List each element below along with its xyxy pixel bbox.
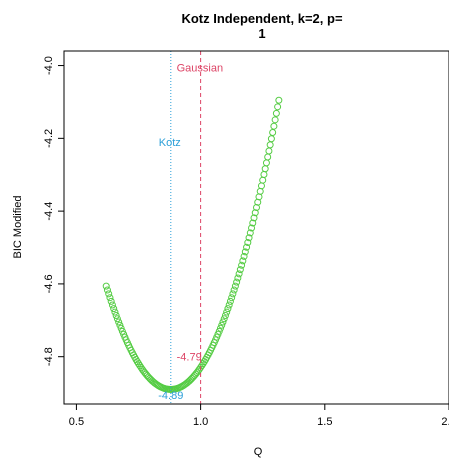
x-axis-label: Q bbox=[254, 446, 263, 458]
annotation-2: -4.89 bbox=[158, 390, 183, 402]
chart-title-line-2: 1 bbox=[258, 26, 265, 41]
x-axis: 0.5 1.0 1.5 2.0 bbox=[69, 403, 449, 428]
curve-point bbox=[260, 171, 268, 178]
curve-point bbox=[113, 315, 121, 323]
curve-point bbox=[111, 308, 119, 316]
curve-point bbox=[112, 311, 120, 319]
curve-point bbox=[272, 109, 280, 117]
curve-point bbox=[244, 239, 252, 247]
reference-lines bbox=[170, 51, 202, 404]
curve-point bbox=[267, 135, 275, 143]
x-tick-label: 1.5 bbox=[317, 416, 332, 428]
x-tick-label: 1.0 bbox=[193, 416, 208, 428]
plot-area: Kotz Gaussian -4.89 -4.79 bbox=[63, 50, 449, 405]
y-axis-label: BIC Modified bbox=[12, 196, 24, 259]
curve-point bbox=[248, 224, 256, 232]
curve-point bbox=[231, 282, 239, 290]
curve-point bbox=[233, 278, 241, 286]
curve-points bbox=[102, 96, 283, 393]
curve-point bbox=[243, 243, 251, 251]
curve-point bbox=[221, 311, 229, 319]
curve-point bbox=[261, 165, 269, 173]
curve-point bbox=[238, 261, 246, 269]
curve-point bbox=[246, 229, 254, 237]
curve-point bbox=[106, 294, 114, 302]
curve-point bbox=[110, 305, 118, 313]
chart-title-line-1: Kotz Independent, k=2, p= bbox=[181, 11, 342, 26]
x-tick-label: 2.0 bbox=[441, 416, 449, 428]
curve-point bbox=[229, 290, 237, 298]
annotation-1: Gaussian bbox=[177, 62, 223, 74]
curve-point bbox=[264, 153, 272, 161]
curve-point bbox=[265, 147, 273, 155]
curve-point bbox=[224, 305, 232, 313]
curve-point bbox=[102, 282, 110, 290]
annotation-0: Kotz bbox=[159, 137, 181, 149]
curve-point bbox=[228, 294, 236, 302]
plot-frame bbox=[63, 50, 449, 405]
curve-point bbox=[241, 248, 249, 256]
curve-point bbox=[225, 301, 233, 309]
annotations: Kotz Gaussian -4.89 -4.79 bbox=[158, 62, 223, 402]
curve-point bbox=[262, 159, 270, 167]
curve-point bbox=[250, 214, 258, 222]
y-axis: -4.0 -4.2 -4.4 -4.6 -4.8 bbox=[43, 56, 65, 366]
curve-point bbox=[230, 286, 238, 294]
curve-point bbox=[275, 96, 283, 104]
curve-point bbox=[274, 103, 282, 111]
curve-point bbox=[236, 266, 244, 274]
y-tick-label: -4.2 bbox=[43, 129, 55, 148]
curve-point bbox=[116, 321, 124, 329]
curve-point bbox=[103, 286, 111, 294]
curve-point bbox=[257, 182, 265, 190]
y-tick-label: -4.6 bbox=[43, 274, 55, 293]
curve-point bbox=[219, 318, 227, 326]
curve-point bbox=[269, 129, 277, 137]
curve-point bbox=[234, 274, 242, 282]
curve-point bbox=[223, 308, 231, 316]
curve-point bbox=[218, 321, 226, 329]
curve-point bbox=[251, 209, 259, 217]
y-tick-label: -4.8 bbox=[43, 347, 55, 366]
y-tick-label: -4.0 bbox=[43, 56, 55, 75]
curve-point bbox=[245, 234, 253, 242]
x-tick-label: 0.5 bbox=[69, 416, 84, 428]
curve-point bbox=[239, 257, 247, 265]
curve-point bbox=[216, 324, 224, 332]
curve-point bbox=[235, 270, 243, 278]
curve-point bbox=[115, 318, 123, 326]
curve-point bbox=[240, 252, 248, 260]
curve-point bbox=[270, 122, 278, 130]
curve-point bbox=[256, 187, 264, 195]
curve-point bbox=[108, 301, 116, 309]
curve-point bbox=[105, 290, 113, 298]
curve-point bbox=[266, 141, 274, 149]
curve-point bbox=[249, 219, 257, 227]
y-tick-label: -4.4 bbox=[43, 202, 55, 221]
curve-point bbox=[226, 297, 234, 305]
annotation-3: -4.79 bbox=[177, 352, 202, 364]
curve-point bbox=[271, 116, 279, 124]
curve-point bbox=[107, 297, 115, 305]
curve-point bbox=[220, 315, 228, 323]
curve-point bbox=[259, 176, 267, 184]
